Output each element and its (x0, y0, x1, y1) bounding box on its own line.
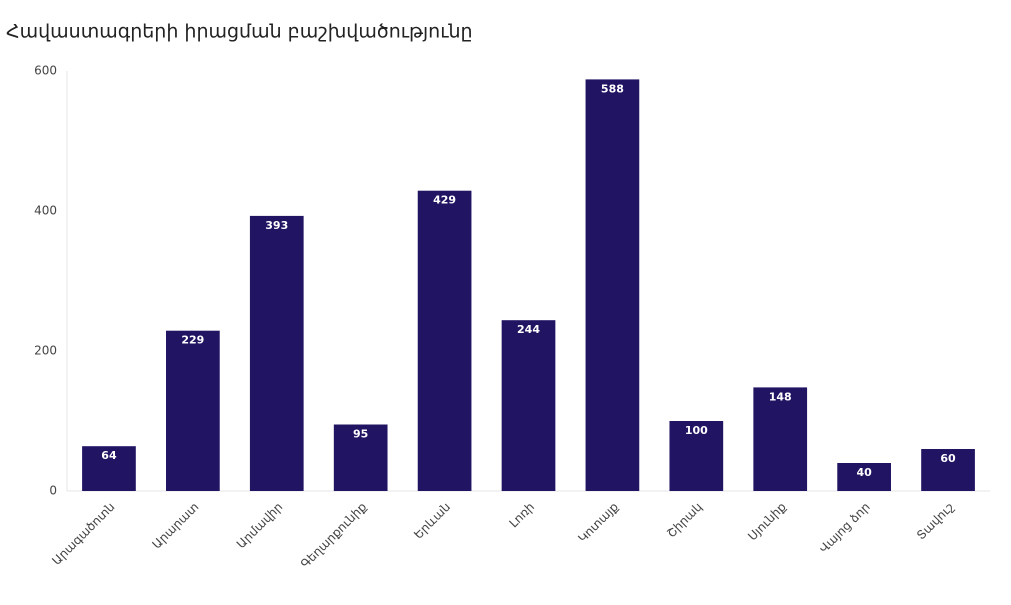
bar (669, 421, 724, 491)
x-tick-label: Արարատ (150, 500, 202, 552)
bar (249, 215, 304, 491)
x-tick-label: Շիրակ (664, 500, 705, 541)
y-tick-label: 0 (49, 484, 57, 498)
x-tick-label: Արագածոտն (49, 500, 117, 568)
bar (166, 330, 220, 491)
value-label: 60 (940, 452, 956, 465)
y-tick-label: 200 (34, 344, 57, 358)
x-tick-label: Սյունիք (745, 500, 789, 544)
x-tick-label: Կոտայք (575, 500, 621, 546)
value-label: 393 (265, 219, 288, 232)
value-label: 64 (101, 449, 117, 462)
x-tick-label: Արմավիր (234, 500, 286, 552)
value-label: 95 (353, 428, 368, 441)
value-label: 148 (769, 390, 792, 403)
y-tick-label: 400 (34, 204, 57, 218)
y-tick-label: 600 (34, 64, 57, 78)
bar (837, 463, 891, 491)
x-tick-label: Տավուշ (914, 500, 957, 543)
bar (82, 446, 136, 491)
x-tick-label: Վայոց ձոր (817, 500, 873, 556)
bar (753, 387, 808, 491)
bar (585, 79, 640, 492)
value-label: 429 (433, 194, 456, 207)
bar (333, 424, 388, 491)
value-label: 244 (517, 323, 540, 336)
chart-title: Հավաստագրերի իրացման բաշխվածությունը (6, 21, 473, 43)
x-tick-label: Լոռի (506, 500, 537, 531)
bar (417, 190, 472, 491)
x-tick-label: Երևան (411, 500, 453, 542)
value-label: 588 (601, 82, 624, 95)
x-tick-label: Գեղարքունիք (298, 500, 369, 571)
value-label: 229 (181, 334, 204, 347)
value-label: 40 (856, 466, 872, 479)
bar (501, 320, 556, 491)
bar (921, 449, 975, 491)
value-label: 100 (685, 424, 708, 437)
